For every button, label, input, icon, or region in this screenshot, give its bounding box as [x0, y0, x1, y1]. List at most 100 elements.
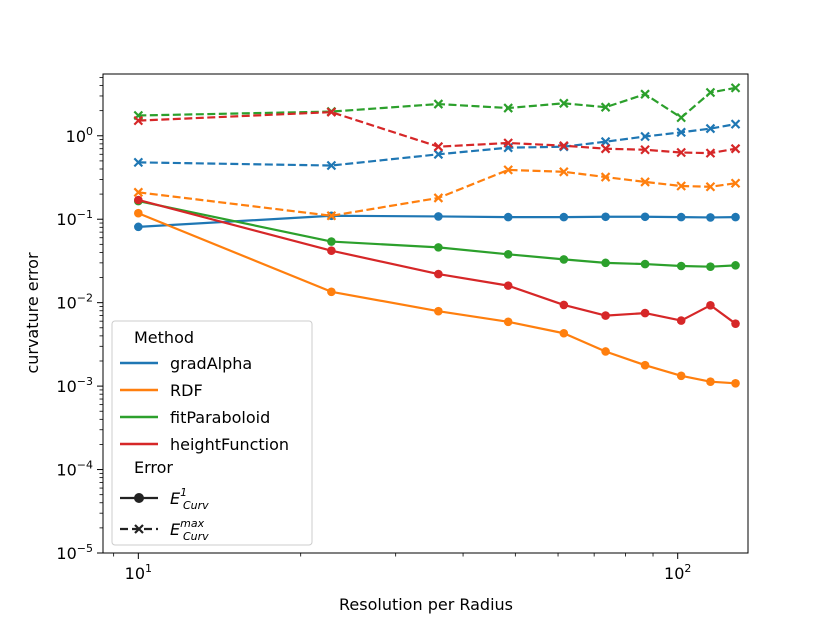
point-gradAlpha-emax: [600, 136, 611, 147]
point-gradAlpha-e1: [601, 212, 610, 222]
y-tick-label: 10−1: [56, 208, 93, 229]
plot-frame: [102, 73, 749, 554]
point-fitParaboloid-e1: [503, 249, 513, 259]
point-gradAlpha-e1: [559, 212, 569, 222]
point-RDF-emax: [705, 181, 716, 192]
point-gradAlpha-e1: [503, 212, 513, 222]
legend-error-title: Error: [134, 458, 173, 477]
point-RDF-emax: [433, 193, 444, 203]
point-gradAlpha-emax: [705, 123, 716, 134]
legend-label-error-0: E1 Curv: [170, 486, 209, 512]
line-fitParaboloid-e1: [138, 199, 736, 268]
point-heightFunction-e1: [559, 300, 569, 310]
point-fitParaboloid-e1: [706, 262, 715, 271]
point-gradAlpha-emax: [640, 131, 650, 142]
point-fitParaboloid-emax: [600, 102, 611, 112]
point-RDF-e1: [706, 377, 715, 386]
y-tick-label: 10−3: [56, 375, 93, 396]
point-fitParaboloid-e1: [731, 261, 740, 270]
point-RDF-emax: [326, 210, 337, 221]
point-fitParaboloid-emax: [676, 112, 686, 123]
series-fitParaboloid: [133, 83, 741, 271]
point-heightFunction-e1: [434, 269, 443, 279]
point-heightFunction-e1: [676, 316, 686, 325]
point-RDF-e1: [327, 287, 336, 297]
point-fitParaboloid-e1: [559, 255, 569, 264]
point-RDF-e1: [559, 328, 569, 338]
point-heightFunction-emax: [730, 143, 741, 154]
point-RDF-emax: [640, 177, 650, 187]
point-RDF-e1: [640, 360, 650, 370]
point-heightFunction-e1: [134, 195, 143, 205]
point-fitParaboloid-e1: [327, 237, 336, 246]
point-RDF-emax: [559, 167, 569, 177]
line-fitParaboloid-emax: [138, 86, 736, 119]
point-RDF-e1: [731, 379, 740, 388]
point-fitParaboloid-emax: [503, 103, 513, 113]
point-gradAlpha-e1: [640, 212, 650, 222]
legend: Method gradAlpha RDF fitParaboloid heightFun…: [111, 320, 313, 546]
point-fitParaboloid-emax: [433, 99, 444, 109]
legend-label-RDF: RDF: [170, 381, 203, 400]
point-heightFunction-e1: [640, 308, 650, 318]
point-RDF-emax: [503, 165, 513, 175]
point-gradAlpha-emax: [730, 119, 741, 129]
point-heightFunction-emax: [640, 144, 650, 155]
legend-marker-x: [134, 524, 144, 534]
point-gradAlpha-emax: [133, 157, 144, 168]
point-fitParaboloid-e1: [676, 261, 686, 271]
point-heightFunction-emax: [676, 147, 686, 158]
point-heightFunction-emax: [133, 115, 144, 126]
point-RDF-emax: [600, 172, 611, 182]
y-axis-label: curvature error: [23, 252, 42, 374]
legend-method-title: Method: [134, 328, 194, 347]
point-heightFunction-emax: [326, 107, 337, 117]
point-RDF-e1: [676, 371, 686, 381]
legend-label-gradAlpha: gradAlpha: [170, 354, 252, 373]
x-tick-label: 101: [125, 562, 152, 583]
point-heightFunction-emax: [559, 140, 569, 151]
line-RDF-e1: [137, 212, 736, 385]
point-gradAlpha-emax: [676, 127, 686, 138]
x-tick-label: 102: [664, 562, 691, 583]
point-gradAlpha-e1: [134, 222, 143, 232]
point-gradAlpha-e1: [676, 212, 686, 222]
point-heightFunction-e1: [731, 319, 740, 328]
point-RDF-e1: [434, 306, 443, 316]
point-heightFunction-e1: [706, 300, 715, 310]
point-heightFunction-emax: [600, 143, 611, 154]
point-fitParaboloid-emax: [559, 98, 569, 109]
point-RDF-e1: [601, 347, 610, 356]
point-RDF-emax: [730, 178, 741, 189]
point-heightFunction-e1: [327, 246, 336, 255]
point-fitParaboloid-e1: [601, 258, 610, 268]
line-heightFunction-emax: [138, 111, 736, 155]
point-RDF-e1: [134, 208, 143, 218]
point-RDF-emax: [676, 181, 686, 191]
legend-box: [111, 320, 313, 546]
y-tick-label: 10−2: [56, 292, 93, 313]
line-gradAlpha-e1: [138, 214, 736, 228]
series-gradAlpha: [133, 119, 741, 232]
point-heightFunction-e1: [503, 281, 513, 290]
legend-label-heightFunction: heightFunction: [170, 435, 289, 454]
x-axis-label: Resolution per Radius: [339, 595, 513, 614]
legend-marker-circle: [134, 493, 144, 503]
point-fitParaboloid-emax: [640, 89, 650, 99]
point-gradAlpha-emax: [433, 149, 444, 160]
series-heightFunction: [133, 107, 741, 328]
point-gradAlpha-emax: [326, 160, 337, 171]
point-fitParaboloid-e1: [640, 259, 650, 269]
plot-area: [133, 83, 741, 388]
series-RDF: [133, 165, 741, 388]
point-gradAlpha-e1: [731, 212, 740, 222]
point-heightFunction-emax: [705, 148, 716, 158]
point-heightFunction-e1: [601, 311, 610, 320]
point-heightFunction-emax: [503, 138, 513, 148]
point-fitParaboloid-emax: [705, 87, 716, 98]
point-heightFunction-emax: [433, 141, 444, 152]
line-RDF-emax: [138, 168, 736, 217]
line-heightFunction-e1: [138, 198, 737, 325]
y-tick-label: 10−5: [56, 542, 93, 563]
legend-label-fitParaboloid: fitParaboloid: [170, 408, 270, 427]
